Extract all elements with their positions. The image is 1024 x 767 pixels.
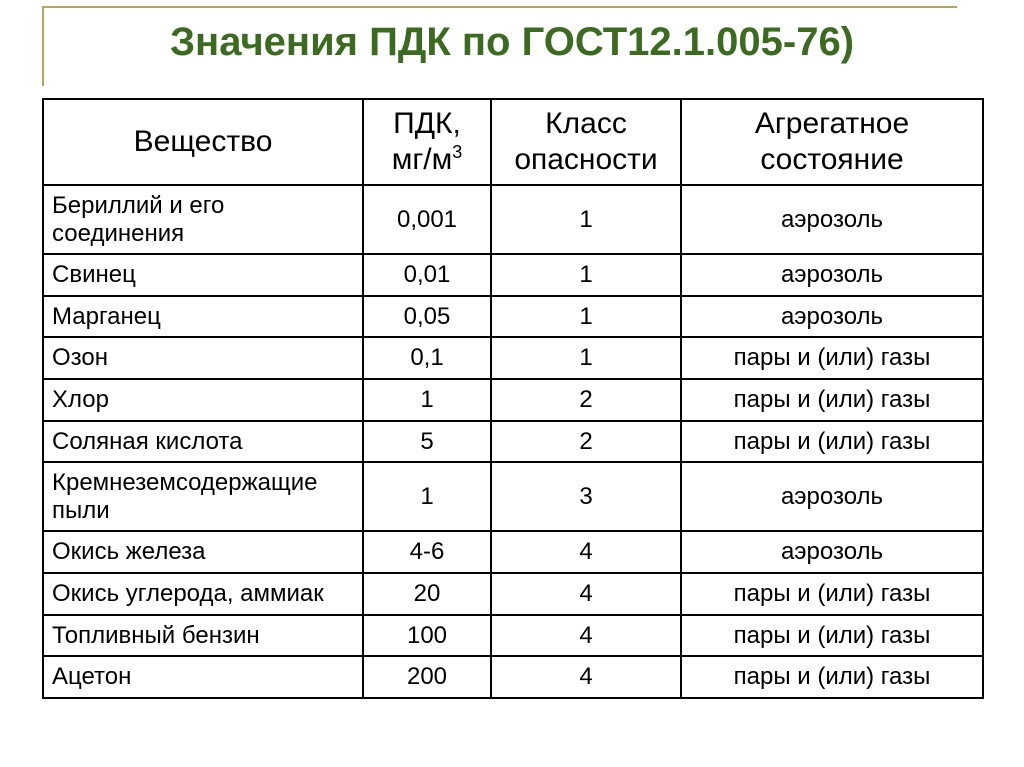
cell-state: аэрозоль — [681, 254, 983, 296]
cell-substance: Соляная кислота — [43, 421, 363, 463]
header-class: Класс опасности — [491, 99, 681, 185]
cell-class: 2 — [491, 421, 681, 463]
cell-substance: Окись углерода, аммиак — [43, 573, 363, 615]
table-row: Соляная кислота52пары и (или) газы — [43, 421, 983, 463]
cell-pdk: 200 — [363, 656, 491, 698]
table-container: Вещество ПДК, мг/м3 Класс опасности Агре… — [42, 98, 982, 699]
cell-substance: Кремнеземсодержащие пыли — [43, 462, 363, 531]
cell-pdk: 1 — [363, 379, 491, 421]
cell-pdk: 100 — [363, 615, 491, 657]
cell-substance: Топливный бензин — [43, 615, 363, 657]
table-row: Озон0,11пары и (или) газы — [43, 337, 983, 379]
header-pdk-unit: мг/м — [392, 143, 453, 176]
cell-state: аэрозоль — [681, 185, 983, 254]
cell-state: пары и (или) газы — [681, 379, 983, 421]
cell-class: 1 — [491, 337, 681, 379]
cell-substance: Бериллий и его соединения — [43, 185, 363, 254]
table-row: Окись углерода, аммиак204пары и (или) га… — [43, 573, 983, 615]
table-row: Топливный бензин1004пары и (или) газы — [43, 615, 983, 657]
header-state: Агрегатное состояние — [681, 99, 983, 185]
cell-substance: Окись железа — [43, 531, 363, 573]
page-title: Значения ПДК по ГОСТ12.1.005-76) — [0, 20, 1024, 65]
cell-pdk: 0,1 — [363, 337, 491, 379]
cell-pdk: 20 — [363, 573, 491, 615]
table-row: Кремнеземсодержащие пыли13аэрозоль — [43, 462, 983, 531]
cell-state: пары и (или) газы — [681, 615, 983, 657]
cell-class: 1 — [491, 254, 681, 296]
header-substance: Вещество — [43, 99, 363, 185]
header-state-line1: Агрегатное — [755, 107, 909, 140]
cell-class: 2 — [491, 379, 681, 421]
cell-state: аэрозоль — [681, 462, 983, 531]
table-row: Свинец0,011аэрозоль — [43, 254, 983, 296]
cell-substance: Марганец — [43, 296, 363, 338]
cell-class: 4 — [491, 656, 681, 698]
cell-pdk: 1 — [363, 462, 491, 531]
table-row: Ацетон2004пары и (или) газы — [43, 656, 983, 698]
cell-pdk: 5 — [363, 421, 491, 463]
table-header-row: Вещество ПДК, мг/м3 Класс опасности Агре… — [43, 99, 983, 185]
cell-substance: Ацетон — [43, 656, 363, 698]
cell-class: 4 — [491, 615, 681, 657]
cell-pdk: 0,001 — [363, 185, 491, 254]
cell-pdk: 0,05 — [363, 296, 491, 338]
cell-class: 3 — [491, 462, 681, 531]
header-pdk-line1: ПДК, — [393, 107, 461, 140]
cell-substance: Хлор — [43, 379, 363, 421]
cell-pdk: 4-6 — [363, 531, 491, 573]
table-body: Бериллий и его соединения0,0011аэрозоль … — [43, 185, 983, 698]
cell-state: аэрозоль — [681, 531, 983, 573]
header-state-line2: состояние — [760, 143, 903, 176]
cell-class: 4 — [491, 531, 681, 573]
cell-state: пары и (или) газы — [681, 573, 983, 615]
cell-state: пары и (или) газы — [681, 421, 983, 463]
cell-state: пары и (или) газы — [681, 656, 983, 698]
table-row: Хлор12пары и (или) газы — [43, 379, 983, 421]
cell-substance: Свинец — [43, 254, 363, 296]
cell-substance: Озон — [43, 337, 363, 379]
cell-class: 1 — [491, 296, 681, 338]
pdk-table: Вещество ПДК, мг/м3 Класс опасности Агре… — [42, 98, 984, 699]
header-pdk: ПДК, мг/м3 — [363, 99, 491, 185]
header-pdk-sup: 3 — [452, 142, 462, 162]
header-class-line2: опасности — [514, 143, 657, 176]
header-class-line1: Класс — [545, 107, 627, 140]
cell-class: 4 — [491, 573, 681, 615]
cell-class: 1 — [491, 185, 681, 254]
table-row: Окись железа4-64аэрозоль — [43, 531, 983, 573]
table-row: Бериллий и его соединения0,0011аэрозоль — [43, 185, 983, 254]
cell-state: аэрозоль — [681, 296, 983, 338]
cell-pdk: 0,01 — [363, 254, 491, 296]
table-row: Марганец0,051аэрозоль — [43, 296, 983, 338]
cell-state: пары и (или) газы — [681, 337, 983, 379]
